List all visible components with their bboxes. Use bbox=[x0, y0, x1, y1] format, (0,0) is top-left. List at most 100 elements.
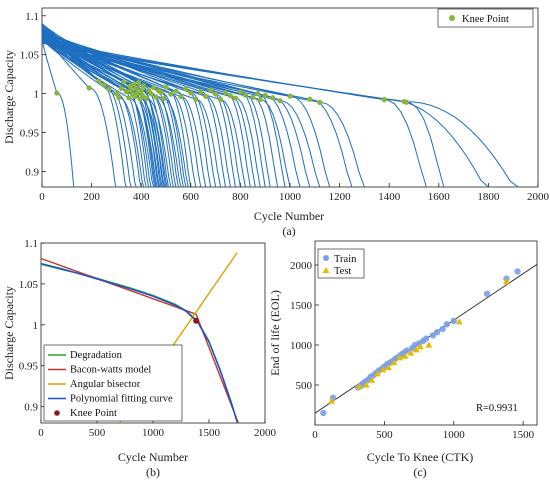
panel-a-knee-point bbox=[143, 95, 149, 101]
panel-a-knee-point bbox=[133, 85, 139, 91]
panel-a-knee-point bbox=[287, 93, 293, 99]
panel-a-knee-point bbox=[121, 79, 127, 85]
panel-b-y-ticks: 0.9 0.95 1 1.05 1.1 bbox=[19, 238, 45, 414]
panel-a-knee-point bbox=[126, 95, 132, 101]
panel-c-test-point bbox=[390, 359, 398, 366]
panel-a-x-ticks: 0 200 400 600 800 1000 1200 1400 1600 1800 2000 bbox=[39, 183, 550, 203]
panel-a-x-axis-label: Cycle Number bbox=[254, 209, 324, 223]
panel-a-knee-point bbox=[193, 96, 199, 102]
panel-a-knee-point bbox=[222, 89, 229, 96]
panel-a-knee-point bbox=[270, 95, 276, 101]
panel-a-legend: Knee Point bbox=[437, 8, 534, 28]
panel-a-legend-label-knee: Knee Point bbox=[462, 14, 509, 25]
panel-a-caption: (a) bbox=[282, 224, 295, 238]
panel-c-train-point bbox=[450, 317, 457, 325]
panel-c-y-ticks: 500 1000 1500 2000 bbox=[290, 260, 319, 392]
panel-a-legend-box bbox=[437, 8, 534, 28]
panel-b-legend-marker-knee bbox=[54, 410, 60, 416]
panel-a-y-tick-label: 0.9 bbox=[25, 166, 39, 178]
panel-a-degradation-curve bbox=[41, 38, 246, 188]
panel-a-knee-point bbox=[237, 89, 243, 95]
panel-a-x-tick-label: 1200 bbox=[329, 191, 352, 203]
panel-a-knee-point bbox=[101, 82, 107, 88]
panel-a-y-tick-label: 1 bbox=[34, 89, 40, 101]
panel-a-knee-point bbox=[203, 93, 209, 99]
panel-c-x-tick-label: 1500 bbox=[512, 429, 535, 441]
panel-a-knee-point bbox=[86, 85, 92, 91]
panel-b-y-tick-label: 1 bbox=[33, 320, 39, 332]
panel-b-legend-box bbox=[43, 344, 183, 422]
panel-a-knee-point bbox=[183, 86, 189, 92]
panel-c-x-ticks: 0 500 1000 1500 bbox=[312, 421, 535, 441]
panel-b-x-axis-label: Cycle Number bbox=[118, 450, 188, 464]
panel-b-y-tick-label: 1.1 bbox=[24, 238, 38, 250]
panel-c-train-point bbox=[320, 409, 327, 417]
panel-a-knee-point bbox=[54, 90, 60, 96]
panel-c-train-point bbox=[514, 268, 521, 275]
panel-a-knee-point bbox=[173, 88, 179, 94]
panel-b-chart: 0 500 1000 1500 2000 0.9 0.95 1 1.05 1.1 Cycle N… bbox=[2, 238, 277, 479]
panel-c-test-point bbox=[328, 397, 336, 404]
panel-a-knee-point bbox=[227, 93, 234, 99]
panel-a-x-tick-label: 400 bbox=[133, 191, 150, 203]
panel-a-degradation-curve bbox=[41, 38, 222, 188]
panel-c-test-point bbox=[374, 370, 381, 377]
panel-a-knee-points bbox=[54, 78, 410, 105]
panel-b-y-axis-label: Discharge Capacity bbox=[2, 286, 16, 380]
panel-a-knee-point bbox=[208, 87, 214, 93]
panel-a-knee-point bbox=[277, 98, 283, 104]
panel-c-legend-marker-test bbox=[322, 267, 330, 273]
panel-b-series bbox=[41, 252, 240, 423]
panel-a-knee-point bbox=[96, 78, 102, 84]
panel-c-legend-label-test: Test bbox=[334, 266, 351, 277]
panel-a-x-tick-label: 600 bbox=[183, 191, 200, 203]
panel-c-x-tick-label: 1000 bbox=[443, 429, 466, 441]
panel-b-x-tick-label: 500 bbox=[89, 427, 106, 439]
panel-c-y-axis-label: End of life (EOL) bbox=[268, 290, 282, 376]
panel-a-knee-point bbox=[255, 90, 261, 97]
panel-a-knee-point bbox=[217, 96, 224, 103]
panel-b-legend-label-knee: Knee Point bbox=[70, 408, 117, 419]
panel-a-knee-point bbox=[131, 81, 137, 87]
panel-c-test-point bbox=[455, 318, 463, 325]
panel-a-y-axis-label: Discharge Capacity bbox=[2, 50, 16, 144]
panel-c-legend-box bbox=[317, 248, 365, 279]
panel-c-caption: (c) bbox=[413, 465, 426, 479]
panel-a-knee-point bbox=[160, 96, 167, 102]
panel-a-degradation-curve bbox=[41, 31, 251, 188]
panel-a-x-tick-label: 1600 bbox=[428, 191, 451, 203]
panel-c-test-point bbox=[417, 343, 424, 350]
panel-a-knee-point bbox=[118, 85, 124, 91]
panel-a-knee-point bbox=[262, 92, 268, 99]
panel-a-knee-point bbox=[232, 95, 239, 101]
panel-c-test-point bbox=[412, 346, 420, 353]
panel-c-train-point bbox=[403, 347, 410, 354]
panel-a-x-tick-label: 1400 bbox=[378, 191, 401, 203]
panel-a-x-tick-label: 0 bbox=[39, 191, 45, 203]
panel-c-train-point bbox=[422, 335, 430, 342]
panel-a-knee-point bbox=[141, 83, 147, 89]
panel-a-x-tick-label: 800 bbox=[232, 191, 249, 203]
panel-a-knee-point bbox=[163, 84, 169, 90]
panel-a-knee-point bbox=[307, 96, 313, 102]
panel-a-knee-point bbox=[188, 90, 194, 96]
panel-c-x-axis-label: Cycle To Knee (CTK) bbox=[367, 450, 474, 464]
panel-a-degradation-curve bbox=[41, 39, 166, 188]
panel-b-legend-label: Bacon-watts model bbox=[70, 365, 151, 376]
panel-b-knee-point bbox=[193, 317, 200, 324]
panel-a-knee-point bbox=[128, 87, 134, 93]
panel-b-series-polynomial-fitting-curve bbox=[41, 262, 239, 423]
panel-c-test-point bbox=[407, 349, 415, 356]
panel-c-test-point bbox=[401, 352, 409, 359]
panel-a-chart: 0 200 400 600 800 1000 1200 1400 1600 1800 2000 0.… bbox=[2, 7, 550, 238]
panel-c-test-point bbox=[385, 363, 392, 370]
panel-c-train-point bbox=[433, 329, 441, 336]
panel-a-knee-point bbox=[113, 91, 119, 97]
panel-a-knee-point bbox=[401, 98, 407, 105]
panel-a-knee-point bbox=[242, 92, 248, 98]
panel-c-test-point bbox=[379, 366, 387, 373]
panel-a-y-tick-label: 1.1 bbox=[25, 11, 39, 23]
panel-a-knee-point bbox=[178, 94, 184, 100]
panel-c-train-point bbox=[439, 325, 446, 333]
